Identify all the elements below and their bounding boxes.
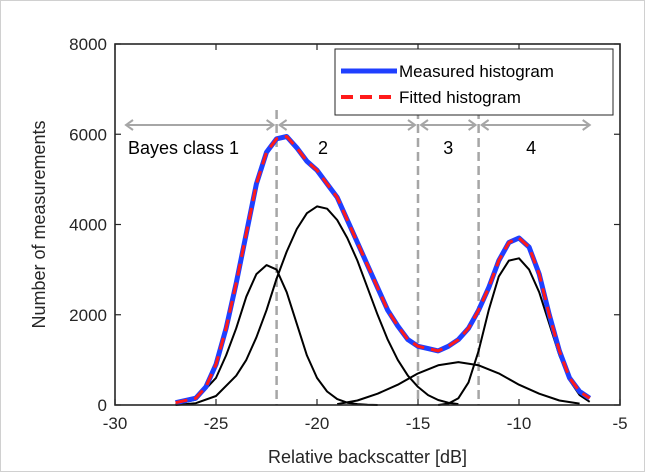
- legend-label-measured: Measured histogram: [399, 62, 554, 81]
- class-label: 4: [526, 138, 536, 158]
- x-tick-label: -15: [406, 414, 431, 433]
- class-range-arrow: [277, 119, 417, 131]
- component-curve: [175, 205, 459, 406]
- y-tick-label: 2000: [69, 306, 107, 325]
- x-tick-label: -25: [204, 414, 229, 433]
- legend: Measured histogram Fitted histogram: [334, 48, 614, 116]
- class-label: 3: [443, 138, 453, 158]
- legend-label-fitted: Fitted histogram: [399, 88, 521, 107]
- component-curve: [337, 361, 580, 406]
- class-boundary-lines: [275, 110, 480, 405]
- x-tick-label: -10: [507, 414, 532, 433]
- y-tick-label: 8000: [69, 35, 107, 54]
- y-axis-title: Number of measurements: [29, 120, 49, 328]
- class-labels: Bayes class 1 2 3 4: [128, 138, 536, 158]
- histogram-series: [175, 134, 592, 406]
- y-tick-label: 0: [98, 396, 107, 415]
- class-label: 2: [318, 138, 328, 158]
- y-axis-ticks: 0 2000 4000 6000 8000: [69, 35, 620, 415]
- y-tick-label: 6000: [69, 125, 107, 144]
- class-range-arrow: [124, 119, 276, 131]
- class-range-arrows: [124, 119, 592, 131]
- x-axis-title: Relative backscatter [dB]: [268, 447, 467, 467]
- class-range-arrow: [419, 119, 478, 131]
- x-tick-label: -20: [305, 414, 330, 433]
- x-axis-ticks: -30 -25 -20 -15 -10 -5: [103, 44, 628, 433]
- y-tick-label: 4000: [69, 216, 107, 235]
- class-label: Bayes class 1: [128, 138, 239, 158]
- fitted-histogram-line: [175, 135, 591, 405]
- class-range-arrow: [479, 119, 592, 131]
- x-tick-label: -5: [612, 414, 627, 433]
- legend-box: [334, 48, 614, 116]
- x-tick-label: -30: [103, 414, 128, 433]
